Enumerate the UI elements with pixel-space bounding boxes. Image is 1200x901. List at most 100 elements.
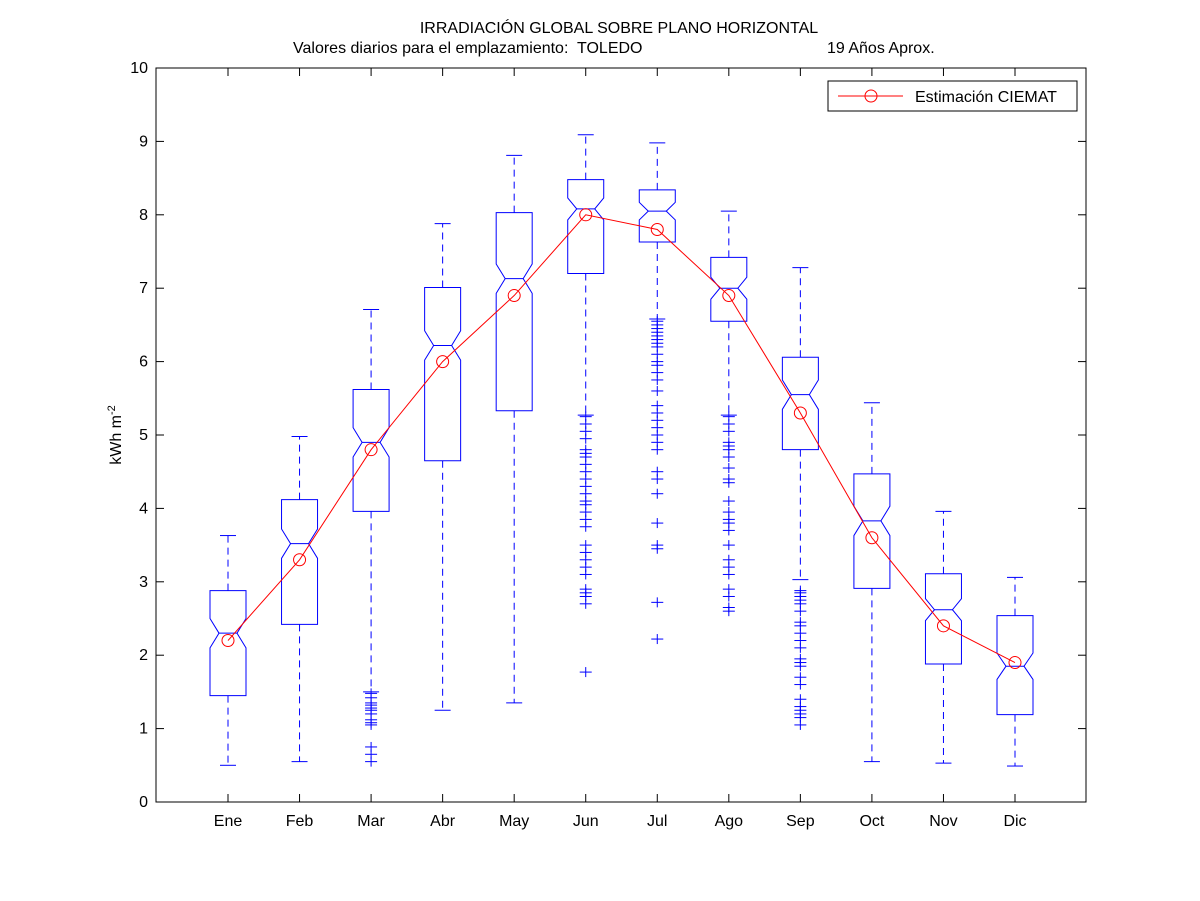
outlier-marker xyxy=(722,426,735,437)
y-tick-label: 3 xyxy=(139,574,148,591)
plot-area xyxy=(155,67,1087,803)
outlier-marker xyxy=(579,433,592,444)
y-tick-label: 6 xyxy=(139,354,148,371)
outlier-marker xyxy=(722,591,735,602)
box-oct xyxy=(853,402,891,763)
y-tick-label: 5 xyxy=(139,427,148,444)
outlier-marker xyxy=(794,719,807,730)
outlier-marker xyxy=(722,477,735,488)
outlier-marker xyxy=(794,661,807,672)
outlier-marker xyxy=(651,444,664,455)
outlier-marker xyxy=(722,463,735,474)
box-body xyxy=(209,590,247,697)
series-line xyxy=(227,214,1016,663)
y-tick-label: 8 xyxy=(139,207,148,224)
outlier-marker xyxy=(651,474,664,485)
y-tick-label: 10 xyxy=(130,60,148,77)
outlier-marker xyxy=(722,606,735,617)
box-body xyxy=(853,473,891,589)
outlier-marker xyxy=(651,385,664,396)
outlier-marker xyxy=(579,569,592,580)
outlier-marker xyxy=(365,719,378,730)
series-point xyxy=(579,208,593,222)
box-jul xyxy=(638,142,676,645)
x-tick-label: Jul xyxy=(647,813,667,830)
y-axis-label-text: kWh m xyxy=(108,415,125,465)
chart-title: IRRADIACIÓN GLOBAL SOBRE PLANO HORIZONTA… xyxy=(420,18,818,37)
outlier-marker xyxy=(722,496,735,507)
y-tick-label: 2 xyxy=(139,647,148,664)
outlier-marker xyxy=(651,543,664,554)
series-point xyxy=(507,289,521,303)
y-tick-label: 4 xyxy=(139,500,148,517)
box-feb xyxy=(281,435,319,763)
legend-label: Estimación CIEMAT xyxy=(915,89,1057,106)
x-tick-label: Jun xyxy=(573,813,599,830)
series-point xyxy=(221,634,235,648)
series-point xyxy=(364,443,378,457)
x-tick-label: Ago xyxy=(715,813,744,830)
outlier-marker xyxy=(651,488,664,499)
box-body xyxy=(424,286,462,462)
box-body xyxy=(567,179,605,275)
x-tick-label: Ene xyxy=(214,813,243,830)
series-point xyxy=(722,289,736,303)
y-tick-label: 7 xyxy=(139,280,148,297)
series-point xyxy=(293,553,307,567)
y-tick-label: 1 xyxy=(139,721,148,738)
outlier-marker xyxy=(579,521,592,532)
x-tick-label: Oct xyxy=(859,813,884,830)
series-point xyxy=(936,619,950,633)
x-tick-label: Feb xyxy=(286,813,314,830)
box-body xyxy=(638,189,676,243)
box-mar xyxy=(352,308,390,767)
box-body xyxy=(495,212,533,412)
x-tick-label: Sep xyxy=(786,813,815,830)
series-point xyxy=(436,355,450,369)
x-tick-label: May xyxy=(499,813,529,830)
outlier-marker xyxy=(794,642,807,653)
x-tick-label: Mar xyxy=(357,813,385,830)
y-tick-label: 0 xyxy=(139,794,148,811)
box-body xyxy=(710,256,748,322)
box-dic xyxy=(996,576,1034,767)
series-point xyxy=(650,222,664,236)
outlier-marker xyxy=(651,518,664,529)
outlier-marker xyxy=(722,569,735,580)
y-axis-label-exponent: -2 xyxy=(106,405,118,415)
chart-subtitle-years: 19 Años Aprox. xyxy=(827,40,935,57)
x-tick-label: Dic xyxy=(1003,813,1026,830)
outlier-marker xyxy=(722,525,735,536)
box-body xyxy=(281,499,319,625)
x-tick-label: Nov xyxy=(929,813,957,830)
box-body xyxy=(352,388,390,512)
legend: Estimación CIEMAT xyxy=(827,80,1078,112)
box-may xyxy=(495,154,533,704)
outlier-marker xyxy=(579,598,592,609)
x-axis: Ene Feb Mar Abr May Jun Jul Ago Sep Oct Nov Dic xyxy=(214,68,1027,830)
y-axis-label: kWh m-2 xyxy=(106,405,125,465)
chart-subtitle-location: Valores diarios para el emplazamiento: T… xyxy=(293,40,643,57)
legend-marker-sample xyxy=(864,89,878,103)
outlier-marker xyxy=(651,374,664,385)
outlier-marker xyxy=(651,597,664,608)
outlier-marker xyxy=(722,540,735,551)
box-jun xyxy=(567,134,605,678)
y-axis: 0 1 2 3 4 5 6 7 8 9 10 xyxy=(130,60,1086,811)
series-point xyxy=(865,531,879,545)
box-abr xyxy=(424,223,462,711)
box-sep xyxy=(781,267,819,730)
series-point xyxy=(1008,656,1022,670)
outlier-marker xyxy=(794,606,807,617)
box-body xyxy=(996,615,1034,716)
x-tick-label: Abr xyxy=(430,813,456,830)
box-series xyxy=(209,134,1034,767)
series-point xyxy=(793,406,807,420)
outlier-marker xyxy=(794,679,807,690)
outlier-marker xyxy=(579,667,592,678)
outlier-marker xyxy=(651,634,664,645)
box-ago xyxy=(710,210,748,617)
line-series xyxy=(221,208,1022,670)
y-tick-label: 9 xyxy=(139,133,148,150)
